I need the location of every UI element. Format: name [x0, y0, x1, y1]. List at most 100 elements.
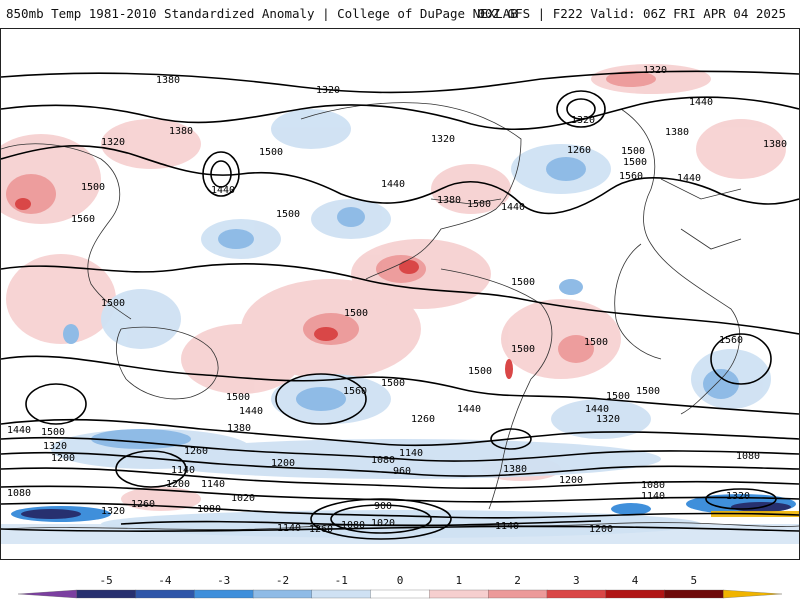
colorbar-tick-label: 1 — [455, 574, 463, 587]
contour-label: 1440 — [7, 425, 31, 436]
contour-label: 1500 — [226, 392, 250, 403]
colorbar-segment — [252, 589, 313, 599]
colorbar-tick-label: 3 — [572, 574, 580, 587]
contour-label: 1440 — [585, 404, 609, 415]
contour-label: 1260 — [411, 414, 435, 425]
contour-label: 1500 — [381, 378, 405, 389]
colorbar-tick-label: -5 — [99, 574, 113, 587]
contour-label: 1500 — [636, 386, 660, 397]
contour-label: 1140 — [495, 521, 519, 532]
contour-label: 1320 — [43, 441, 67, 452]
contour-label: 1200 — [271, 458, 295, 469]
contour-label: 1500 — [344, 308, 368, 319]
contour-label: 1500 — [621, 146, 645, 157]
contour-label: 1200 — [589, 524, 613, 535]
contour-label: 1500 — [41, 427, 65, 438]
contour-label: 1200 — [559, 475, 583, 486]
contour-label: 1320 — [596, 414, 620, 425]
colorbar: -5 -4 -3 -2 -1 0 1 2 3 4 5 — [0, 560, 800, 600]
contour-label: 1500 — [468, 366, 492, 377]
contour-label: 1380 — [169, 126, 193, 137]
contour-label: 1200 — [166, 479, 190, 490]
contour-label: 1140 — [399, 448, 423, 459]
contour-label: 1500 — [467, 199, 491, 210]
colorbar-segment — [311, 589, 372, 599]
contour-label: 1500 — [81, 182, 105, 193]
colorbar-segment — [17, 589, 77, 599]
contour-label: 1380 — [665, 127, 689, 138]
map-canvas: 1380 1320 1320 1380 1320 1500 1440 1500 … — [1, 64, 799, 544]
contour-label: 1320 — [726, 491, 750, 502]
colorbar-tick-label: 2 — [514, 574, 521, 587]
contour-label: 1500 — [511, 277, 535, 288]
contour-label: 1020 — [371, 518, 395, 529]
contour-label: 1440 — [211, 185, 235, 196]
contour-label: 1320 — [643, 65, 667, 76]
contour-label: 1440 — [239, 406, 263, 417]
contour-label: 1440 — [501, 202, 525, 213]
colorbar-tick-label: 0 — [396, 574, 404, 587]
contour-label: 1080 — [641, 480, 665, 491]
contour-label: 1260 — [567, 145, 591, 156]
header: 850mb Temp 1981-2010 Standardized Anomal… — [0, 0, 800, 28]
contour-label: 1440 — [381, 179, 405, 190]
contour-label: 1500 — [276, 209, 300, 220]
colorbar-tick-label: -1 — [334, 574, 348, 587]
map-title: 850mb Temp 1981-2010 Standardized Anomal… — [6, 6, 518, 21]
contour-label: 1440 — [689, 97, 713, 108]
contour-label: 900 — [374, 501, 392, 512]
contour-label: 1500 — [623, 157, 647, 168]
contour-label: 1440 — [457, 404, 481, 415]
height-contours — [1, 70, 799, 540]
contour-label: 1380 — [437, 195, 461, 206]
contour-label: 1140 — [171, 465, 195, 476]
colorbar-segment — [664, 589, 724, 599]
contour-label: 1140 — [201, 479, 225, 490]
contour-label: 1560 — [619, 171, 643, 182]
contour-label: 1080 — [736, 451, 760, 462]
contour-label: 1080 — [341, 520, 365, 531]
contour-label: 1560 — [71, 214, 95, 225]
contour-label: 1560 — [719, 335, 743, 346]
colorbar-tick-label: -3 — [217, 574, 231, 587]
colorbar-segment — [429, 589, 489, 599]
contour-label: 1320 — [431, 134, 455, 145]
contour-label: 1260 — [131, 499, 155, 510]
colorbar-tick-label: 4 — [631, 574, 639, 587]
contour-label: 1140 — [277, 523, 301, 534]
contour-label: 1320 — [101, 137, 125, 148]
contour-label: 1080 — [371, 455, 395, 466]
contour-label: 1380 — [503, 464, 527, 475]
colorbar-segment — [546, 589, 607, 599]
contour-label: 1260 — [309, 524, 333, 535]
colorbar-segment — [194, 589, 254, 599]
contour-label: 1320 — [101, 506, 125, 517]
contour-label: 1320 — [316, 85, 340, 96]
contour-label: 1560 — [343, 386, 367, 397]
colorbar-segment — [488, 589, 548, 599]
colorbar-strip — [17, 589, 783, 599]
contour-label: 1080 — [7, 488, 31, 499]
colorbar-segment — [723, 589, 783, 599]
anomaly-map: 1380 1320 1320 1380 1320 1500 1440 1500 … — [0, 28, 800, 560]
contour-label: 1260 — [184, 446, 208, 457]
contour-label: 1320 — [571, 115, 595, 126]
contour-label: 1380 — [763, 139, 787, 150]
colorbar-segment — [370, 589, 431, 599]
contour-label: 1140 — [641, 491, 665, 502]
run-info: 00Z GFS | F222 Valid: 06Z FRI APR 04 202… — [477, 6, 786, 21]
contour-label: 1500 — [259, 147, 283, 158]
contour-label: 1380 — [227, 423, 251, 434]
contour-label: 1380 — [156, 75, 180, 86]
colorbar-tick-label: 5 — [690, 574, 698, 587]
contour-labels: 1380 1320 1320 1380 1320 1500 1440 1500 … — [7, 65, 787, 535]
colorbar-segment — [76, 589, 137, 599]
contour-label: 1500 — [606, 391, 630, 402]
colorbar-tick-label: -2 — [275, 574, 290, 587]
contour-label: 1440 — [677, 173, 701, 184]
contour-label: 1500 — [101, 298, 125, 309]
colorbar-segment — [605, 589, 666, 599]
contour-label: 1500 — [511, 344, 535, 355]
contour-label: 1080 — [197, 504, 221, 515]
colorbar-segment — [135, 589, 195, 599]
